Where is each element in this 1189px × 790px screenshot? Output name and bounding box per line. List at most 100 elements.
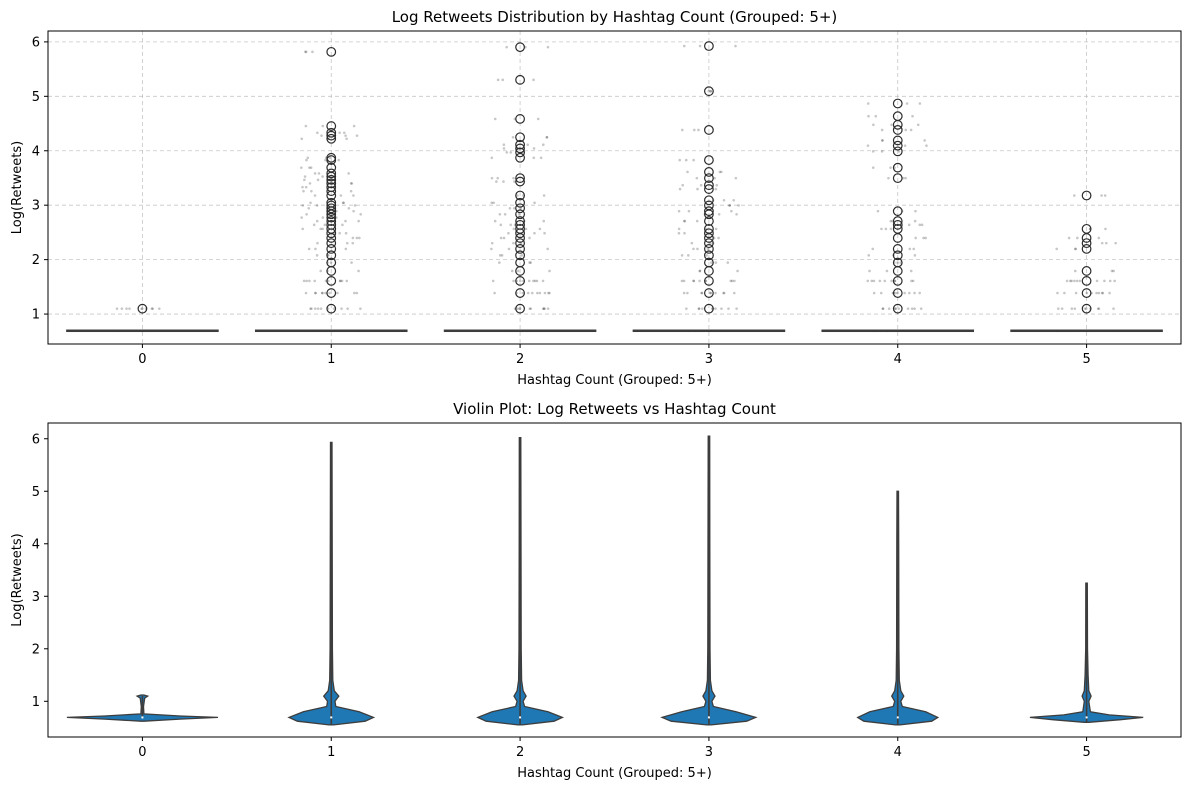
outlier-point: [704, 257, 714, 268]
strip-point: [1074, 291, 1078, 295]
strip-point: [308, 166, 311, 169]
strip-point: [512, 241, 515, 245]
outlier-point: [892, 111, 903, 122]
strip-point: [913, 307, 916, 310]
strip-point: [542, 307, 546, 310]
strip-point: [350, 261, 353, 264]
strip-point: [300, 216, 303, 219]
strip-point: [543, 291, 547, 295]
strip-point: [352, 209, 355, 213]
box-chart: Log Retweets Distribution by Hashtag Cou…: [10, 8, 1182, 388]
strip-point: [1112, 269, 1115, 273]
strip-point: [511, 135, 515, 139]
strip-point: [308, 182, 312, 185]
strip-point: [717, 212, 721, 216]
chart-title: Log Retweets Distribution by Hashtag Cou…: [392, 8, 838, 26]
strip-point: [341, 201, 345, 205]
strip-point: [1055, 247, 1058, 251]
strip-point: [687, 254, 690, 257]
strip-point: [700, 291, 704, 295]
strip-point: [889, 219, 893, 223]
strip-point: [890, 279, 893, 283]
strip-point: [1097, 236, 1101, 240]
strip-point: [306, 156, 310, 160]
strip-point: [313, 279, 316, 283]
strip-point: [510, 269, 514, 273]
strip-point: [684, 158, 688, 162]
strip-point: [1065, 279, 1069, 283]
strip-point: [922, 236, 925, 240]
strip-point: [357, 219, 360, 223]
strip-point: [682, 44, 686, 48]
strip-point: [866, 144, 870, 147]
outlier-point: [704, 86, 714, 97]
outlier-point: [515, 190, 525, 201]
strip-point: [1100, 194, 1103, 197]
strip-point: [678, 158, 682, 162]
strip-point: [532, 279, 535, 283]
strip-point: [338, 231, 341, 235]
x-tick-label: 1: [327, 352, 335, 367]
strip-point: [1097, 291, 1101, 295]
x-axis: 0 1 2 3 4 5: [138, 737, 1091, 760]
strip-point: [710, 261, 713, 264]
strip-point: [340, 279, 344, 283]
strip-point: [314, 291, 317, 295]
x-tick-label: 4: [894, 745, 902, 760]
strip-point: [304, 50, 307, 54]
strip-point: [909, 128, 913, 132]
strip-point: [516, 307, 519, 310]
y-axis: 1 2 3 4 5 6: [32, 432, 48, 710]
outlier-point: [326, 197, 337, 208]
strip-point: [910, 307, 914, 310]
outlier-point: [137, 303, 148, 314]
strip-point: [498, 261, 501, 264]
strip-point: [150, 307, 154, 310]
strip-point: [115, 307, 119, 310]
strip-point: [317, 172, 321, 175]
strip-point: [690, 241, 694, 245]
strip-point: [1114, 241, 1117, 245]
outlier-point: [515, 244, 525, 254]
strip-point: [881, 307, 885, 310]
strip-point: [518, 307, 522, 310]
strip-point: [307, 206, 311, 210]
strip-point: [502, 236, 506, 240]
strip-point: [512, 227, 516, 231]
strip-point: [880, 150, 884, 153]
x-tick-label: 5: [1082, 745, 1090, 760]
strip-point: [541, 279, 545, 283]
strip-point: [924, 236, 928, 240]
outlier-point: [1081, 276, 1092, 286]
strip-point: [536, 291, 539, 295]
strip-point: [695, 176, 699, 180]
strip-point: [709, 291, 712, 295]
strip-point: [307, 247, 311, 251]
outlier-point: [515, 257, 525, 268]
strip-point: [1076, 236, 1079, 240]
outlier-point: [704, 223, 714, 234]
strip-point: [1112, 307, 1115, 310]
strip-point: [347, 172, 350, 175]
outlier-point: [515, 152, 525, 163]
strip-point: [300, 166, 303, 169]
strip-point: [303, 175, 307, 178]
strip-point: [722, 291, 726, 295]
outlier-point: [892, 223, 903, 234]
outlier-point: [515, 216, 525, 226]
strip-point: [920, 223, 924, 227]
y-axis: 1 2 3 4 5 6: [32, 35, 48, 323]
strip-point: [1069, 279, 1072, 283]
outlier-point: [326, 250, 337, 261]
strip-point: [867, 114, 870, 118]
strip-point: [923, 139, 926, 142]
strip-point: [321, 291, 324, 295]
strip-point: [698, 269, 702, 273]
strip-point: [1070, 307, 1074, 310]
outlier-point: [326, 203, 337, 214]
outlier-point: [326, 130, 337, 141]
outlier-point: [326, 276, 337, 286]
outlier-point: [1081, 223, 1092, 234]
jitter-points: [115, 44, 1118, 333]
outlier-point: [515, 238, 525, 249]
